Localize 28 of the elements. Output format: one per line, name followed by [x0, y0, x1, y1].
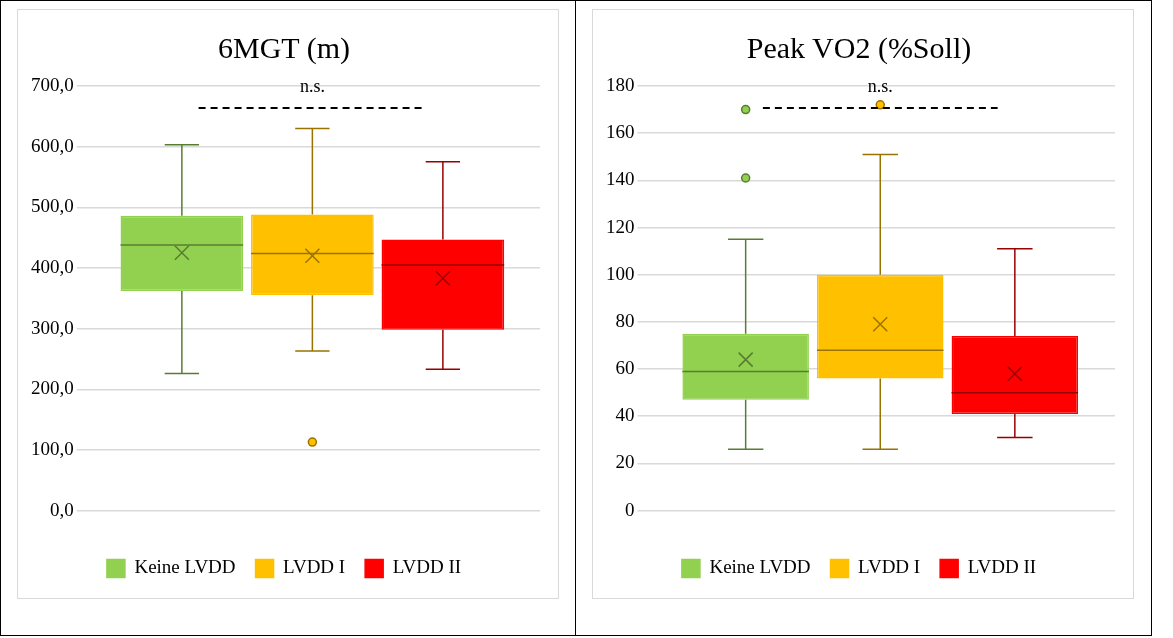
- y-tick-label: 60: [615, 357, 635, 379]
- chart-title: 6MGT (m): [218, 30, 350, 65]
- y-tick-label: 160: [606, 121, 635, 143]
- y-tick-label: 100,0: [31, 437, 74, 459]
- y-tick-label: 500,0: [31, 195, 74, 217]
- y-tick-label: 40: [615, 404, 635, 426]
- legend-label: LVDD I: [858, 556, 921, 578]
- y-tick-label: 120: [606, 215, 635, 237]
- y-tick-label: 400,0: [31, 255, 74, 277]
- annotation: n.s.: [867, 75, 893, 96]
- y-tick-label: 100: [606, 262, 635, 284]
- y-tick-label: 300,0: [31, 316, 74, 338]
- legend-label: LVDD II: [967, 556, 1037, 578]
- y-tick-label: 700,0: [31, 73, 74, 95]
- y-tick-label: 200,0: [31, 377, 74, 399]
- legend-label: Keine LVDD: [709, 556, 811, 578]
- y-tick-label: 180: [606, 73, 635, 95]
- y-tick-label: 0,0: [50, 498, 74, 520]
- legend-label: LVDD II: [392, 556, 462, 578]
- legend-label: Keine LVDD: [134, 556, 236, 578]
- annotation: n.s.: [299, 75, 325, 96]
- y-tick-label: 140: [606, 168, 635, 190]
- y-tick-label: 80: [615, 309, 635, 331]
- legend-label: LVDD I: [283, 556, 346, 578]
- y-tick-label: 20: [615, 451, 635, 473]
- y-tick-label: 0: [625, 498, 635, 520]
- y-tick-label: 600,0: [31, 134, 74, 156]
- chart-title: Peak VO2 (%Soll): [746, 30, 972, 65]
